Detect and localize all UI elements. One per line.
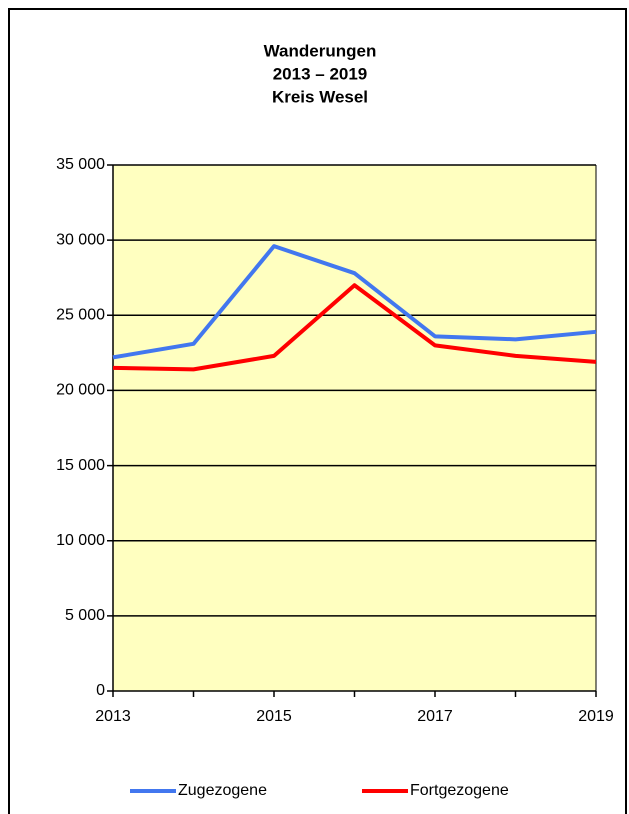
y-tick-label: 10 000 — [56, 532, 105, 549]
y-tick-label: 20 000 — [56, 382, 105, 399]
plot-area — [113, 165, 596, 691]
line-series — [112, 283, 597, 372]
y-tick-label: 0 — [96, 682, 105, 699]
chart-title: Kreis Wesel — [272, 87, 368, 106]
y-tick-label: 25 000 — [56, 307, 105, 324]
x-tick-label: 2017 — [417, 708, 453, 725]
x-tick-label: 2013 — [95, 708, 131, 725]
y-tick-label: 35 000 — [56, 156, 105, 173]
y-tick-label: 5 000 — [65, 607, 105, 624]
y-tick-label: 15 000 — [56, 457, 105, 474]
x-tick-label: 2015 — [256, 708, 292, 725]
chart-title: Wanderungen — [264, 41, 377, 60]
line-series — [112, 244, 597, 360]
y-tick-label: 30 000 — [56, 231, 105, 248]
x-tick-label: 2019 — [578, 708, 614, 725]
chart-title: 2013 – 2019 — [273, 64, 368, 83]
legend-label: Zugezogene — [178, 782, 267, 799]
legend-label: Fortgezogene — [410, 782, 509, 799]
